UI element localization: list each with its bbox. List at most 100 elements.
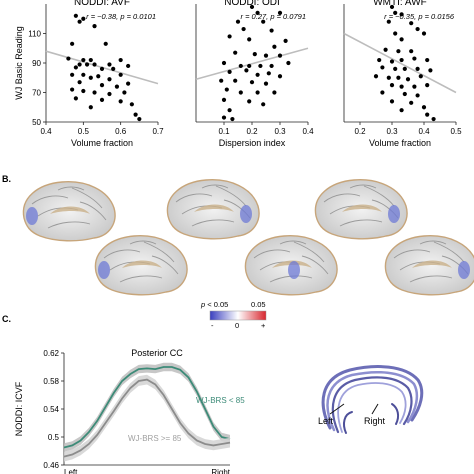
gyrus-line — [339, 219, 383, 227]
colorbar: p < 0.05 0.05 - 0 + — [200, 300, 267, 330]
data-point — [383, 47, 388, 52]
tract-right-pointer — [371, 403, 379, 415]
x-tick-label: 0.1 — [218, 127, 230, 136]
data-point — [221, 97, 227, 102]
x-axis-title: Volume fraction — [369, 138, 431, 148]
data-point — [261, 19, 266, 24]
y-tick-label: 0.58 — [43, 377, 59, 386]
colorbar-right-label: 0.05 — [251, 300, 266, 309]
data-point — [224, 87, 229, 92]
data-point — [238, 90, 243, 95]
data-point — [415, 93, 420, 98]
significance-cluster — [26, 207, 38, 225]
data-point — [84, 62, 90, 67]
tract-left-label: Left — [318, 416, 334, 426]
colorbar-lt-label: < 0.05 — [205, 300, 228, 309]
data-point — [393, 31, 398, 36]
r-value: r = 0.27, — [241, 12, 271, 21]
gyrus-line — [363, 185, 395, 207]
data-point — [412, 56, 417, 61]
data-point — [88, 105, 93, 110]
data-point — [405, 77, 411, 82]
stats-annotation: r = 0.27, p = 0.0791 — [241, 12, 306, 21]
data-point — [399, 108, 404, 113]
y-tick-label: 70 — [32, 89, 41, 98]
x-label-right: Right — [211, 468, 230, 474]
significance-cluster — [288, 261, 300, 279]
gyrus-line — [201, 184, 229, 189]
gyrus-line — [175, 193, 213, 203]
brain-surface — [314, 179, 408, 240]
gyrus-line — [129, 240, 157, 245]
data-point — [399, 12, 404, 17]
data-point — [386, 19, 391, 24]
data-point — [380, 90, 385, 95]
data-point — [373, 74, 379, 79]
data-point — [92, 90, 97, 95]
data-point — [409, 100, 414, 105]
data-point — [129, 102, 134, 107]
series-1-line — [63, 366, 231, 449]
r-value: r = −0.35, — [384, 12, 418, 21]
data-point — [238, 63, 243, 69]
data-point — [399, 57, 404, 63]
data-point — [409, 21, 414, 26]
corpus-callosum — [122, 260, 162, 268]
data-point — [389, 99, 395, 104]
series-2-label: WJ-BRS >= 85 — [128, 434, 182, 443]
data-point — [73, 13, 78, 18]
data-point — [252, 52, 257, 57]
data-point — [66, 56, 71, 61]
data-point — [263, 81, 269, 86]
colorbar-gradient — [209, 310, 267, 321]
brain-5 — [244, 235, 338, 296]
data-point — [409, 49, 414, 54]
data-point — [425, 57, 430, 63]
data-point — [277, 53, 283, 58]
x-tick-label: 0.5 — [78, 127, 90, 136]
y-tick-label: 0.46 — [43, 461, 59, 470]
corpus-callosum — [50, 206, 90, 214]
data-point — [114, 84, 120, 89]
x-tick-label: 0.5 — [450, 127, 462, 136]
gyrus-line — [349, 184, 377, 189]
data-point — [118, 57, 123, 63]
data-point — [421, 105, 427, 110]
gyrus-line — [71, 187, 103, 209]
data-point — [272, 90, 277, 95]
data-point — [377, 57, 382, 63]
gyrus-line — [57, 186, 85, 191]
tract-right-label: Right — [364, 416, 386, 426]
svg-text:p < 0.05: p < 0.05 — [200, 300, 228, 309]
corpus-callosum — [194, 204, 234, 212]
data-point — [219, 78, 224, 83]
data-point — [249, 4, 255, 10]
data-point — [81, 72, 86, 77]
data-point — [221, 60, 227, 66]
data-point — [425, 83, 430, 88]
y-tick-label: 50 — [32, 118, 41, 127]
data-point — [133, 112, 138, 117]
significance-cluster — [458, 261, 470, 279]
x-tick-label: 0.3 — [274, 127, 286, 136]
colorbar-p-label: p — [200, 300, 205, 309]
data-point — [393, 66, 398, 71]
brain-surface — [166, 179, 260, 240]
data-point — [399, 37, 404, 42]
data-point — [227, 34, 232, 39]
data-point — [402, 66, 407, 71]
gyrus-line — [433, 241, 465, 263]
line-chart-title: Posterior CC — [131, 348, 183, 358]
series-1-label: WJ-BRS < 85 — [196, 396, 245, 405]
panel-c-line-chart: Posterior CC 0.46 0.5 0.54 0.58 0.62 NODDI: IC… — [14, 348, 245, 474]
series-2-error-band — [64, 374, 230, 462]
data-point — [122, 90, 127, 95]
x-axis-title: Dispersion index — [219, 138, 286, 148]
cc-tract-illustration: Left Right — [318, 365, 424, 434]
data-point — [81, 16, 86, 21]
brain-surface — [94, 235, 188, 296]
brain-6 — [384, 235, 474, 296]
data-point — [118, 99, 123, 104]
data-point — [70, 41, 75, 46]
data-point — [227, 69, 232, 74]
